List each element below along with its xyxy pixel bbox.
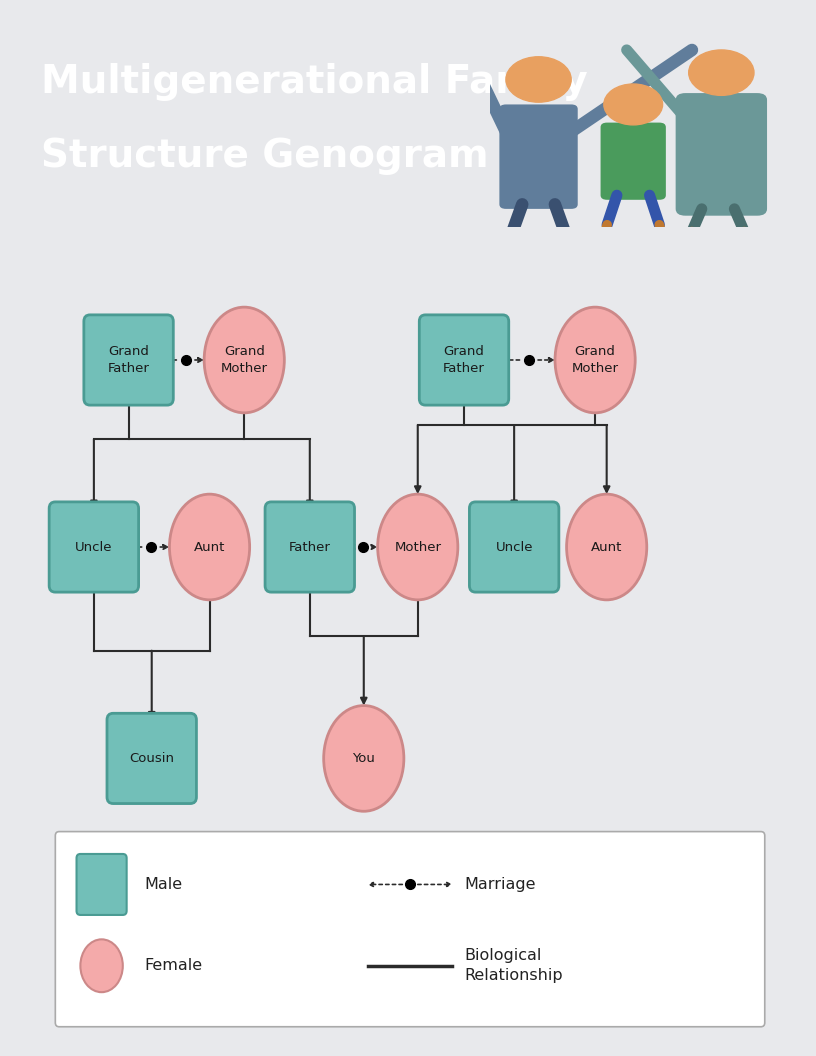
- Text: Female: Female: [144, 958, 202, 974]
- Text: Biological
Relationship: Biological Relationship: [464, 948, 563, 983]
- Text: Grand
Father: Grand Father: [443, 345, 485, 375]
- Text: Marriage: Marriage: [464, 876, 535, 892]
- Text: Grand
Father: Grand Father: [108, 345, 149, 375]
- Text: Cousin: Cousin: [129, 752, 174, 765]
- Ellipse shape: [204, 307, 284, 413]
- Text: Father: Father: [289, 541, 330, 553]
- Ellipse shape: [81, 940, 122, 993]
- FancyBboxPatch shape: [676, 93, 767, 215]
- FancyBboxPatch shape: [77, 854, 126, 914]
- Text: Grand
Mother: Grand Mother: [221, 345, 268, 375]
- Circle shape: [506, 57, 571, 102]
- Text: You: You: [353, 752, 375, 765]
- FancyBboxPatch shape: [55, 832, 765, 1026]
- FancyBboxPatch shape: [419, 315, 508, 406]
- FancyBboxPatch shape: [265, 502, 354, 592]
- Text: Mother: Mother: [394, 541, 441, 553]
- Text: Male: Male: [144, 876, 182, 892]
- FancyBboxPatch shape: [49, 502, 139, 592]
- Circle shape: [604, 84, 663, 125]
- FancyBboxPatch shape: [601, 122, 666, 200]
- Text: Aunt: Aunt: [591, 541, 623, 553]
- Text: Uncle: Uncle: [495, 541, 533, 553]
- FancyBboxPatch shape: [469, 502, 559, 592]
- Text: Structure Genogram: Structure Genogram: [41, 137, 489, 175]
- Text: Grand
Mother: Grand Mother: [572, 345, 619, 375]
- Circle shape: [689, 50, 754, 95]
- Ellipse shape: [555, 307, 635, 413]
- Text: Uncle: Uncle: [75, 541, 113, 553]
- Ellipse shape: [378, 494, 458, 600]
- FancyBboxPatch shape: [107, 713, 197, 804]
- FancyBboxPatch shape: [84, 315, 173, 406]
- Ellipse shape: [170, 494, 250, 600]
- Ellipse shape: [324, 705, 404, 811]
- FancyBboxPatch shape: [499, 105, 578, 209]
- Text: Multigenerational Family: Multigenerational Family: [41, 63, 588, 101]
- Ellipse shape: [566, 494, 647, 600]
- Text: Aunt: Aunt: [194, 541, 225, 553]
